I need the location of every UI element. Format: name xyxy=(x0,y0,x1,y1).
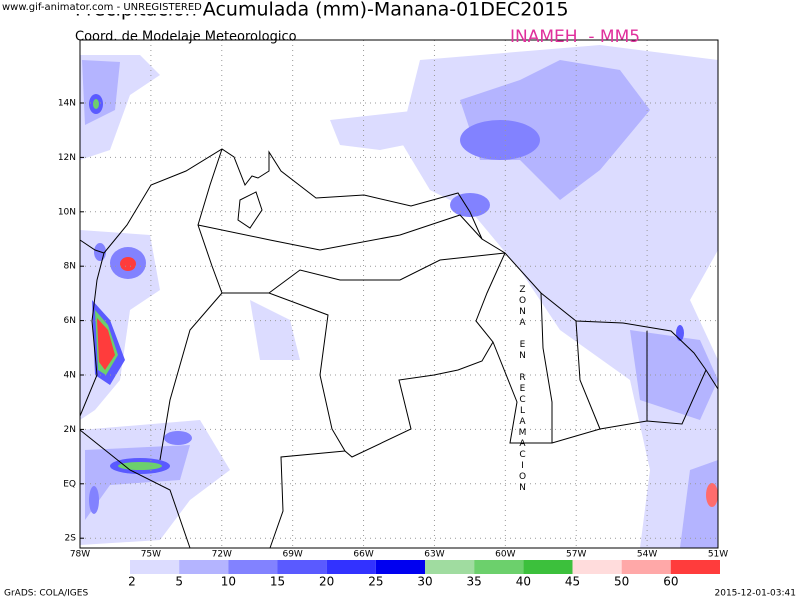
colorbar-label: 2 xyxy=(128,575,136,589)
colorbar-swatch xyxy=(130,560,180,574)
colorbar-label: 25 xyxy=(368,575,383,589)
colorbar-swatch xyxy=(277,560,327,574)
lon-label: 54W xyxy=(637,550,657,560)
lat-label: 10N xyxy=(58,207,76,217)
lon-label: 78W xyxy=(70,550,90,560)
colorbar-swatch xyxy=(425,560,475,574)
colorbar-label: 50 xyxy=(614,575,629,589)
colorbar-swatch xyxy=(228,560,278,574)
subtitle: Coord. de Modelaje Meteorologico xyxy=(75,30,297,45)
lat-label: 4N xyxy=(64,371,76,381)
colorbar-label: 35 xyxy=(467,575,482,589)
colorbar-swatch xyxy=(523,560,573,574)
lon-label: 60W xyxy=(495,550,515,560)
coastlines xyxy=(79,148,719,549)
colorbar-swatch xyxy=(572,560,622,574)
agency: INAMEH - MM5 xyxy=(510,27,640,47)
lat-label: 14N xyxy=(58,99,76,109)
lon-label: 51W xyxy=(708,550,728,560)
footer-left: GrADS: COLA/IGES xyxy=(4,589,88,599)
colorbar-swatch xyxy=(474,560,524,574)
colorbar-label: 30 xyxy=(417,575,432,589)
title: Precipitacion Acumulada (mm)-Manana-01DE… xyxy=(75,0,569,21)
footer-right: 2015-12-01-03:41 xyxy=(715,589,797,599)
lat-label: 12N xyxy=(58,153,76,163)
map-frame xyxy=(79,39,719,549)
colorbar-label: 20 xyxy=(319,575,334,589)
colorbar-label: 15 xyxy=(270,575,285,589)
colorbar-swatch xyxy=(326,560,376,574)
lon-label: 72W xyxy=(212,550,232,560)
lat-label: 6N xyxy=(64,316,76,326)
watermark-bg xyxy=(0,0,196,14)
colorbar-swatch xyxy=(179,560,229,574)
colorbar: 2 5 10 15 20 25 30 35 40 45 50 60 xyxy=(128,560,720,589)
lon-labels: 78W 75W 72W 69W 66W 63W 60W 57W 54W 51W xyxy=(70,550,728,560)
graticule xyxy=(80,40,718,548)
colorbar-swatch xyxy=(621,560,671,574)
lat-label: 8N xyxy=(64,262,76,272)
colorbar-label: 5 xyxy=(175,575,183,589)
colorbar-label: 10 xyxy=(221,575,236,589)
lat-label: EQ xyxy=(63,479,76,489)
lat-label: 2N xyxy=(64,425,76,435)
lon-label: 75W xyxy=(141,550,161,560)
colorbar-swatch-top xyxy=(670,560,720,574)
colorbar-label: 40 xyxy=(516,575,531,589)
lat-labels: 14N 12N 10N 8N 6N 4N 2N EQ 2S xyxy=(58,99,76,544)
lon-label: 69W xyxy=(282,550,302,560)
precip-field xyxy=(80,45,718,548)
lat-label: 2S xyxy=(65,534,77,544)
colorbar-label: 60 xyxy=(663,575,678,589)
colorbar-swatch xyxy=(375,560,425,574)
zone-label: ZONA EN RECLAMACION xyxy=(518,285,528,494)
lon-label: 66W xyxy=(353,550,373,560)
watermark: www.gif-animator.com - UNREGISTERED xyxy=(2,2,202,13)
lon-label: 63W xyxy=(424,550,444,560)
lon-label: 57W xyxy=(566,550,586,560)
colorbar-label: 45 xyxy=(565,575,580,589)
